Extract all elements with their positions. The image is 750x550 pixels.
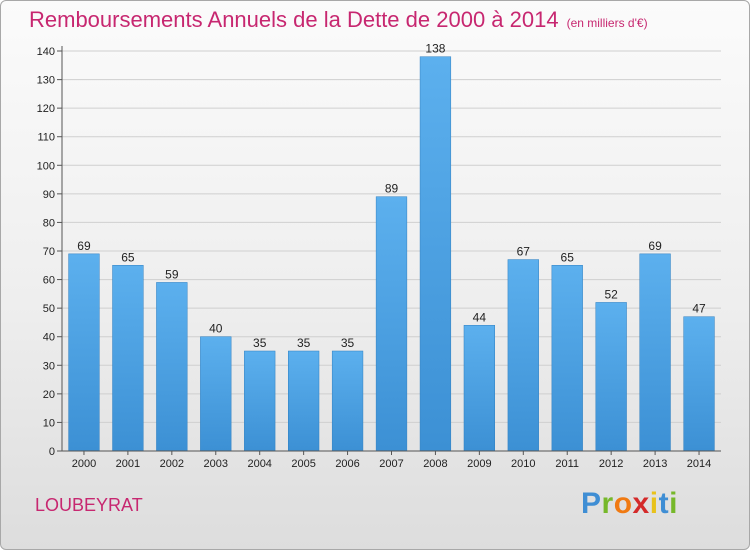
x-tick-label: 2010 xyxy=(511,458,535,470)
location-name: LOUBEYRAT xyxy=(35,495,143,515)
y-tick-label: 50 xyxy=(43,303,55,315)
data-label: 52 xyxy=(604,287,618,301)
bar-2011 xyxy=(551,265,583,452)
chart-title-block: Remboursements Annuels de la Dette de 20… xyxy=(29,7,648,33)
bar-2005 xyxy=(288,350,320,452)
chart-unit-note: (en milliers d'€) xyxy=(566,16,648,30)
x-tick-label: 2008 xyxy=(423,458,447,470)
x-tick-label: 2005 xyxy=(291,458,315,470)
bar-2013 xyxy=(639,253,671,452)
x-tick-label: 2006 xyxy=(335,458,359,470)
x-tick-label: 2013 xyxy=(643,458,667,470)
chart-title: Remboursements Annuels de la Dette de 20… xyxy=(29,7,559,32)
logo-letter: r xyxy=(601,487,614,520)
data-label: 65 xyxy=(121,250,135,264)
x-tick-label: 2007 xyxy=(379,458,403,470)
proxiti-logo: Proxiti xyxy=(581,487,678,521)
bar-2002 xyxy=(156,282,188,452)
x-tick-label: 2001 xyxy=(116,458,140,470)
x-tick-label: 2011 xyxy=(555,458,579,470)
y-tick-label: 90 xyxy=(43,189,55,201)
y-tick-label: 80 xyxy=(43,217,55,229)
x-tick-label: 2003 xyxy=(204,458,228,470)
logo-letter: i xyxy=(669,487,678,520)
x-tick-label: 2004 xyxy=(247,458,271,470)
bar-2008 xyxy=(419,56,452,452)
y-tick-label: 70 xyxy=(43,246,55,258)
logo-letter: i xyxy=(649,487,659,520)
data-label: 35 xyxy=(297,336,311,350)
data-label: 35 xyxy=(253,336,267,350)
bar-2004 xyxy=(244,350,276,452)
y-tick-label: 10 xyxy=(43,417,55,429)
x-tick-label: 2012 xyxy=(599,458,623,470)
bar-2007 xyxy=(375,196,408,452)
data-label: 67 xyxy=(517,245,531,259)
data-label: 35 xyxy=(341,336,355,350)
data-label: 69 xyxy=(77,239,91,253)
bar-2014 xyxy=(683,316,715,452)
bar-2006 xyxy=(331,350,364,452)
bar-2012 xyxy=(595,302,627,452)
logo-letter: x xyxy=(632,487,650,520)
data-label: 40 xyxy=(209,322,223,336)
data-label: 59 xyxy=(165,267,179,281)
data-label: 47 xyxy=(692,302,706,316)
x-tick-label: 2000 xyxy=(72,458,96,470)
y-tick-label: 40 xyxy=(43,332,55,344)
y-tick-label: 120 xyxy=(37,103,55,115)
labels: 0 10 20 30 40 50 60 70 80 90 100 110 120 130 140 69 2000… xyxy=(37,42,712,470)
y-tick-label: 20 xyxy=(43,389,55,401)
y-tick-label: 0 xyxy=(49,446,55,458)
bar-2000 xyxy=(68,253,100,452)
data-label: 44 xyxy=(473,310,487,324)
bar-2009 xyxy=(463,325,495,452)
logo-letter: t xyxy=(658,487,670,520)
axes xyxy=(57,46,721,455)
data-label: 89 xyxy=(385,182,399,196)
y-tick-label: 110 xyxy=(37,132,55,144)
x-tick-label: 2002 xyxy=(160,458,184,470)
x-tick-label: 2014 xyxy=(687,458,711,470)
y-tick-label: 140 xyxy=(37,46,55,58)
y-tick-label: 60 xyxy=(43,275,55,287)
data-label: 65 xyxy=(561,250,575,264)
y-tick-label: 100 xyxy=(37,160,55,172)
data-label: 138 xyxy=(425,42,445,56)
data-label: 69 xyxy=(648,239,662,253)
logo-letter: o xyxy=(613,487,633,520)
x-tick-label: 2009 xyxy=(467,458,491,470)
bar-2010 xyxy=(507,259,539,452)
y-tick-label: 30 xyxy=(43,360,55,372)
y-tick-label: 130 xyxy=(37,75,55,87)
logo-letter: P xyxy=(581,487,602,520)
bars xyxy=(68,56,715,452)
bar-2003 xyxy=(200,336,232,452)
bar-2001 xyxy=(112,265,144,452)
